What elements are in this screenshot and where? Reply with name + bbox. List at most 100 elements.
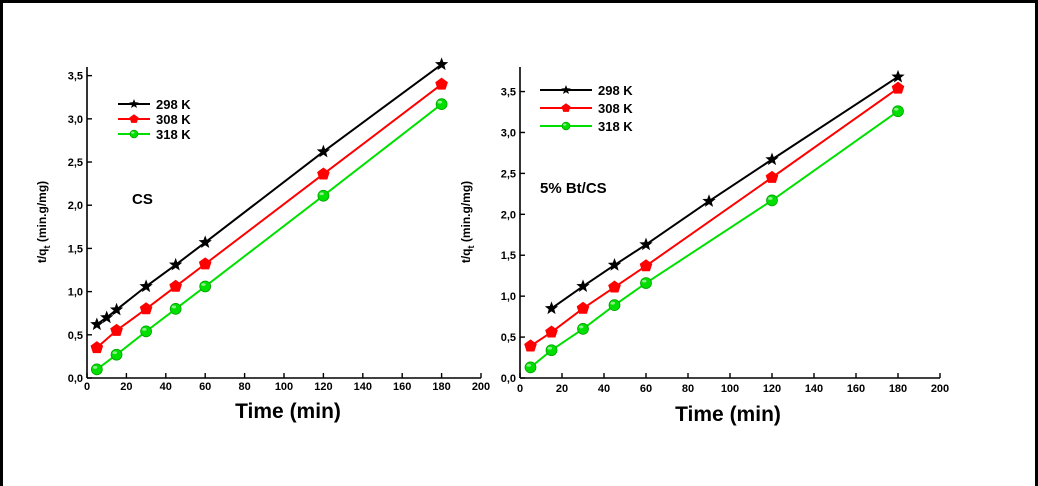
x-tick-label: 140 (805, 383, 823, 395)
data-point-highlight (112, 351, 118, 355)
data-point (198, 235, 212, 249)
data-point (545, 344, 558, 357)
data-point-highlight (642, 279, 647, 283)
y-axis-label: t/qt (min.g/mg) (459, 181, 476, 263)
data-point (110, 323, 123, 336)
data-point (139, 279, 153, 293)
x-tick-label: 140 (354, 381, 372, 393)
data-point (316, 144, 331, 158)
legend-marker (561, 85, 571, 95)
legend-label: 318 K (156, 127, 191, 142)
legend-marker (129, 114, 139, 123)
data-point-highlight (894, 107, 899, 111)
y-tick-label: 2,0 (501, 209, 516, 221)
y-tick-label: 3,0 (68, 114, 83, 126)
data-point (891, 69, 905, 83)
data-point (139, 302, 153, 315)
y-tick-label: 0,0 (501, 373, 516, 385)
data-point-highlight (92, 366, 98, 369)
data-point (110, 348, 123, 361)
data-point-highlight (768, 197, 773, 200)
data-point (90, 317, 104, 331)
legend-marker (129, 99, 139, 109)
data-point (576, 301, 590, 314)
chart-panel-bt-cs: 0 20 40 60 80 100 120 140 160 180 200 0,0 0,5 1,0 1,5 2… (459, 67, 949, 426)
series-298-k (544, 69, 905, 315)
data-point (639, 259, 653, 272)
data-point-highlight (579, 325, 584, 329)
x-tick-label: 180 (889, 383, 907, 395)
data-point (435, 98, 448, 111)
data-point (608, 299, 621, 312)
data-point (140, 325, 152, 338)
y-tick-label: 0,5 (68, 330, 83, 342)
data-point (524, 339, 537, 352)
panel-annotation: CS (132, 191, 153, 208)
y-axis-label-main: t/q (35, 249, 49, 264)
series-318-k (524, 105, 904, 374)
y-tick-label: 3,5 (68, 71, 83, 83)
legend-marker (561, 103, 571, 112)
y-tick-label: 2,5 (501, 168, 516, 180)
data-point (169, 279, 182, 292)
y-axis-label-unit: (min.g/mg) (459, 181, 473, 246)
data-point (891, 81, 905, 94)
data-point (766, 194, 778, 207)
data-point (765, 152, 779, 166)
x-tick-label: 80 (238, 381, 250, 393)
data-point (892, 105, 904, 118)
data-point (169, 303, 182, 315)
x-tick-label: 0 (517, 383, 523, 395)
data-point (100, 310, 114, 324)
x-tick-label: 160 (393, 381, 411, 393)
y-tick-label: 1,5 (501, 250, 516, 262)
series-298-k (90, 57, 449, 331)
data-point (198, 257, 212, 270)
x-tick-label: 20 (120, 381, 132, 393)
data-point (317, 189, 330, 202)
data-point-highlight (319, 192, 324, 196)
y-axis-label-subscript: t (42, 246, 52, 249)
y-tick-label: 2,0 (68, 200, 83, 212)
legend: 298 K 308 K 318 K (540, 83, 633, 134)
data-point (168, 257, 183, 271)
x-tick-label: 100 (721, 383, 739, 395)
data-point (702, 194, 716, 207)
data-point (608, 280, 621, 293)
legend-marker (129, 129, 139, 139)
data-point (576, 279, 590, 292)
legend-label: 298 K (598, 83, 633, 98)
y-axis-label-subscript: t (466, 246, 476, 249)
y-tick-label: 0,0 (68, 373, 83, 385)
y-tick-label: 1,0 (68, 287, 83, 299)
data-point (640, 277, 652, 289)
chart-panel-cs: 0 20 40 60 80 100 120 140 160 180 200 0,0 0,5 1,0 1,5 2… (35, 57, 490, 423)
data-point-highlight (171, 305, 177, 309)
data-point-highlight (610, 301, 615, 305)
series-318-k (90, 98, 448, 376)
data-point (90, 341, 104, 354)
x-tick-label: 40 (160, 381, 172, 393)
x-tick-label: 180 (432, 381, 450, 393)
data-point (199, 280, 212, 293)
legend-marker (561, 121, 571, 131)
data-point (434, 57, 449, 71)
data-point-highlight (526, 364, 531, 367)
x-tick-label: 20 (556, 383, 568, 395)
data-point (109, 302, 124, 316)
legend-marker-highlight (563, 123, 567, 126)
legend-label: 298 K (156, 97, 191, 112)
y-tick-label: 1,0 (501, 291, 516, 303)
data-point (544, 301, 559, 315)
legend-label: 308 K (598, 101, 633, 116)
data-point (317, 167, 330, 180)
data-point-highlight (547, 346, 552, 350)
y-tick-label: 2,5 (68, 157, 83, 169)
x-tick-label: 200 (472, 381, 490, 393)
x-tick-label: 40 (598, 383, 610, 395)
data-point (639, 237, 653, 251)
x-tick-label: 60 (199, 381, 211, 393)
series-308-k (90, 77, 448, 354)
